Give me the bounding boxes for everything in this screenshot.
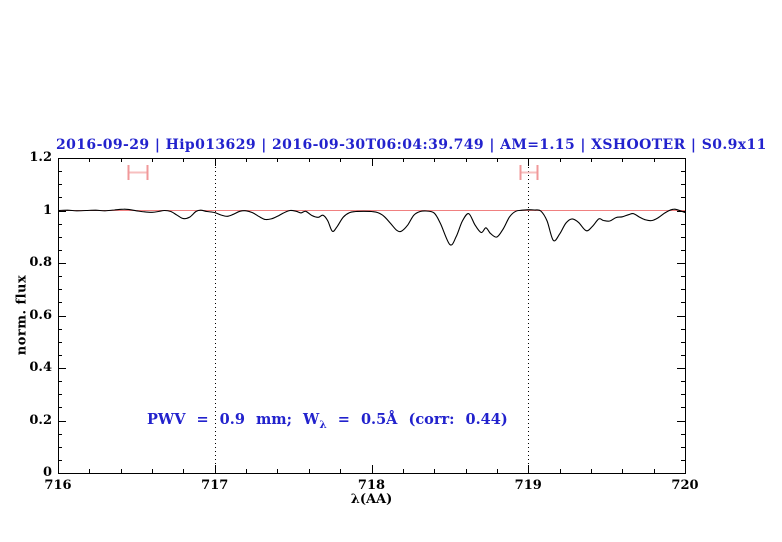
plot-title: 2016-09-29 | Hip013629 | 2016-09-30T06:0… xyxy=(56,137,767,153)
x-tick-label: 717 xyxy=(201,478,229,493)
y-tick-label: 0 xyxy=(42,465,52,480)
y-tick-label: 0.2 xyxy=(29,412,52,428)
x-tick-label: 719 xyxy=(514,478,542,493)
y-tick-label: 1.2 xyxy=(29,150,52,165)
x-axis-ticks xyxy=(58,158,686,473)
x-tick-label: 716 xyxy=(44,478,72,493)
y-tick-label: 0.6 xyxy=(29,307,52,323)
pwv-annotation-text: PWV = 0.9 mm; W xyxy=(147,411,320,428)
spectrum-curve xyxy=(57,208,686,246)
integration-boundary-lines xyxy=(215,159,529,472)
telluric-band-marker xyxy=(519,165,539,180)
y-tick-label: 1 xyxy=(42,202,52,218)
x-tick-label: 718 xyxy=(357,478,386,493)
y-axis-ticks xyxy=(58,158,685,474)
pwv-annotation: PWV = 0.9 mm; Wλ = 0.5Å (corr: 0.44) xyxy=(147,411,508,431)
x-axis-label: λ(AA) xyxy=(350,492,393,507)
y-tick-label: 0.4 xyxy=(29,360,52,375)
x-tick-label: 720 xyxy=(671,478,699,493)
telluric-band-marker xyxy=(127,165,149,180)
pwv-annotation-text-tail: = 0.5Å (corr: 0.44) xyxy=(326,411,508,428)
y-tick-label: 0.8 xyxy=(29,255,52,270)
pwv-annotation-subscript: λ xyxy=(319,418,327,431)
